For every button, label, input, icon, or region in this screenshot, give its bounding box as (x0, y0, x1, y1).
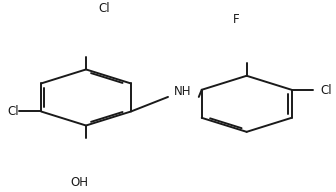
Text: NH: NH (174, 85, 192, 98)
Text: Cl: Cl (320, 84, 332, 97)
Text: Cl: Cl (7, 104, 19, 118)
Text: OH: OH (70, 176, 88, 189)
Text: Cl: Cl (98, 2, 110, 15)
Text: F: F (233, 13, 240, 26)
